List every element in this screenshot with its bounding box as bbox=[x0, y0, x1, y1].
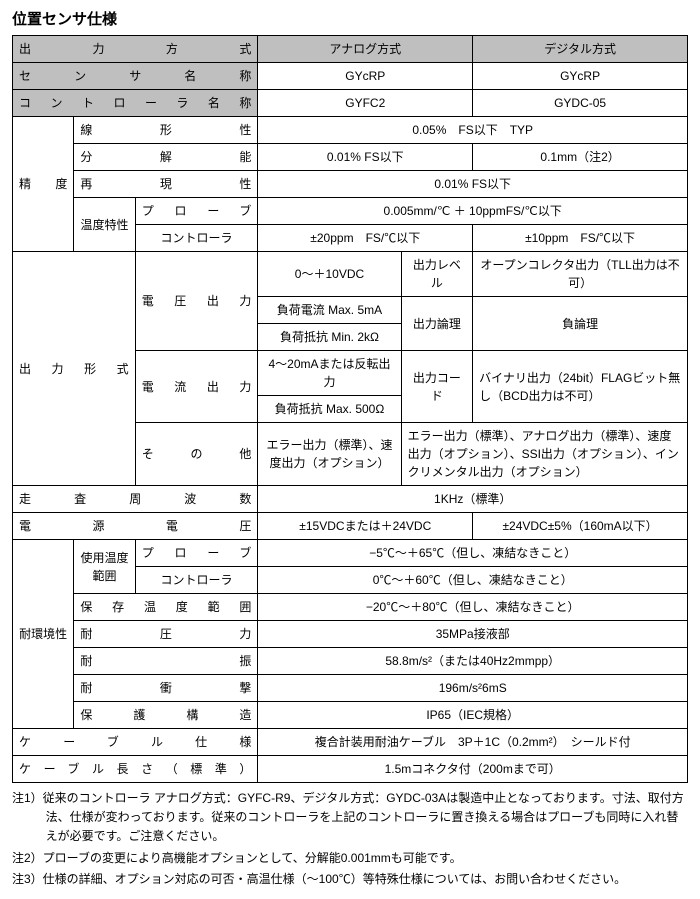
resolution-digital: 0.1mm（注2） bbox=[473, 144, 688, 171]
spec-table: 出力方式 アナログ方式 デジタル方式 センサ名称 GYcRP GYcRP コント… bbox=[12, 35, 688, 783]
repeat-label: 再現性 bbox=[74, 171, 258, 198]
vib-value: 58.8m/s²（または40Hz2mmpp） bbox=[258, 648, 688, 675]
cablelen-value: 1.5mコネクタ付（200mまで可） bbox=[258, 756, 688, 783]
volt-label: 電圧出力 bbox=[135, 252, 258, 351]
cablelen-label: ケーブル長さ（標準） bbox=[13, 756, 258, 783]
volt-level-label: 出力レベル bbox=[401, 252, 473, 297]
volt-load-res: 負荷抵抗 Min. 2kΩ bbox=[258, 324, 401, 351]
controller-analog: GYFC2 bbox=[258, 90, 473, 117]
optemp-probe-value: −5℃〜＋65℃（但し、凍結なきこと） bbox=[258, 540, 688, 567]
optemp-probe-label: プローブ bbox=[135, 540, 258, 567]
volt-logic-value: 負論理 bbox=[473, 297, 688, 351]
linearity-value: 0.05% FS以下 TYP bbox=[258, 117, 688, 144]
hdr-sensor-name: センサ名称 bbox=[13, 63, 258, 90]
curr-code-value: バイナリ出力（24bit）FLAGビット無し（BCD出力は不可） bbox=[473, 351, 688, 423]
hdr-analog: アナログ方式 bbox=[258, 36, 473, 63]
page-title: 位置センサ仕様 bbox=[12, 8, 688, 29]
pressure-value: 35MPa接液部 bbox=[258, 621, 688, 648]
linearity-label: 線形性 bbox=[74, 117, 258, 144]
storage-label: 保存温度範囲 bbox=[74, 594, 258, 621]
curr-range: 4〜20mAまたは反転出力 bbox=[258, 351, 401, 396]
repeat-value: 0.01% FS以下 bbox=[258, 171, 688, 198]
env-label: 耐環境性 bbox=[13, 540, 74, 729]
note-2: 注2）プローブの変更により高機能オプションとして、分解能0.001mmも可能です… bbox=[12, 849, 688, 868]
temp-ctrl-label: コントローラ bbox=[135, 225, 258, 252]
volt-level-value: オープンコレクタ出力（TLL出力は不可） bbox=[473, 252, 688, 297]
note-3: 注3）仕様の詳細、オプション対応の可否・高温仕様（〜100℃）等特殊仕様について… bbox=[12, 870, 688, 889]
output-label: 出力形式 bbox=[13, 252, 136, 486]
shock-value: 196m/s²6mS bbox=[258, 675, 688, 702]
scan-label: 走査周波数 bbox=[13, 486, 258, 513]
optemp-ctrl-value: 0℃〜＋60℃（但し、凍結なきこと） bbox=[258, 567, 688, 594]
temp-probe-label: プローブ bbox=[135, 198, 258, 225]
other-digital: エラー出力（標準）、アナログ出力（標準）、速度出力（オプション）、SSI出力（オ… bbox=[401, 423, 687, 486]
accuracy-label: 精度 bbox=[13, 117, 74, 252]
temp-ctrl-analog: ±20ppm FS/℃以下 bbox=[258, 225, 473, 252]
power-analog: ±15VDCまたは＋24VDC bbox=[258, 513, 473, 540]
sensor-analog: GYcRP bbox=[258, 63, 473, 90]
sensor-digital: GYcRP bbox=[473, 63, 688, 90]
protect-value: IP65（IEC規格） bbox=[258, 702, 688, 729]
resolution-analog: 0.01% FS以下 bbox=[258, 144, 473, 171]
notes-block: 注1）従来のコントローラ アナログ方式：GYFC-R9、デジタル方式：GYDC-… bbox=[12, 789, 688, 889]
power-digital: ±24VDC±5%（160mA以下） bbox=[473, 513, 688, 540]
hdr-controller-name: コントローラ名称 bbox=[13, 90, 258, 117]
volt-load-curr: 負荷電流 Max. 5mA bbox=[258, 297, 401, 324]
resolution-label: 分解能 bbox=[74, 144, 258, 171]
volt-range: 0〜＋10VDC bbox=[258, 252, 401, 297]
optemp-label: 使用温度範囲 bbox=[74, 540, 135, 594]
temp-probe-value: 0.005mm/℃ ＋ 10ppmFS/℃以下 bbox=[258, 198, 688, 225]
controller-digital: GYDC-05 bbox=[473, 90, 688, 117]
optemp-ctrl-label: コントローラ bbox=[135, 567, 258, 594]
vib-label: 耐振 bbox=[74, 648, 258, 675]
other-label: その他 bbox=[135, 423, 258, 486]
scan-value: 1KHz（標準） bbox=[258, 486, 688, 513]
temp-label: 温度特性 bbox=[74, 198, 135, 252]
shock-label: 耐衝撃 bbox=[74, 675, 258, 702]
cable-label: ケーブル仕様 bbox=[13, 729, 258, 756]
other-analog: エラー出力（標準）、速度出力（オプション） bbox=[258, 423, 401, 486]
curr-code-label: 出力コード bbox=[401, 351, 473, 423]
pressure-label: 耐圧力 bbox=[74, 621, 258, 648]
temp-ctrl-digital: ±10ppm FS/℃以下 bbox=[473, 225, 688, 252]
hdr-digital: デジタル方式 bbox=[473, 36, 688, 63]
protect-label: 保護構造 bbox=[74, 702, 258, 729]
note-1: 注1）従来のコントローラ アナログ方式：GYFC-R9、デジタル方式：GYDC-… bbox=[12, 789, 688, 847]
volt-logic-label: 出力論理 bbox=[401, 297, 473, 351]
power-label: 電源電圧 bbox=[13, 513, 258, 540]
storage-value: −20℃〜＋80℃（但し、凍結なきこと） bbox=[258, 594, 688, 621]
hdr-output-method: 出力方式 bbox=[13, 36, 258, 63]
curr-load-res: 負荷抵抗 Max. 500Ω bbox=[258, 396, 401, 423]
cable-value: 複合計装用耐油ケーブル 3P＋1C（0.2mm²） シールド付 bbox=[258, 729, 688, 756]
curr-label: 電流出力 bbox=[135, 351, 258, 423]
